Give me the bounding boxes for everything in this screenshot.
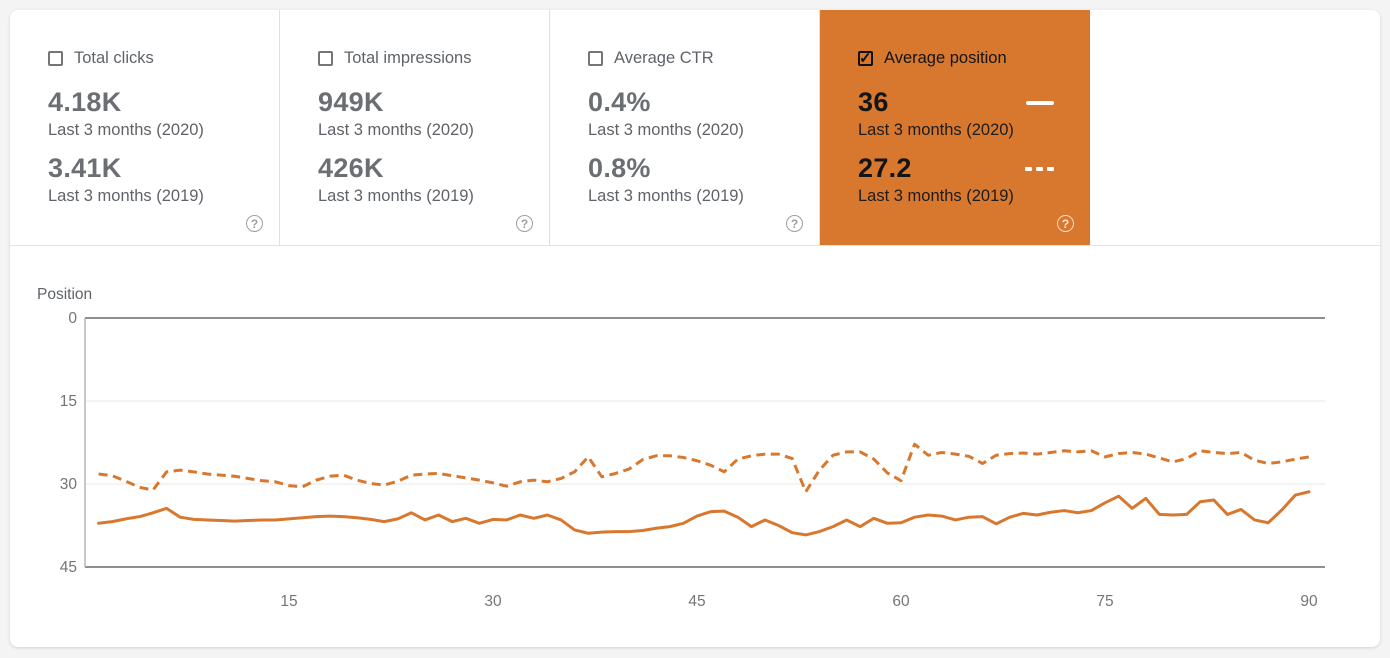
value-row-2020: 4.18K	[48, 87, 279, 118]
average-ctr-checkbox[interactable]	[588, 51, 603, 66]
checkbox-row: Total clicks	[48, 49, 279, 68]
metric-period-2019: Last 3 months (2019)	[318, 187, 474, 205]
metric-card-average-ctr[interactable]: Average CTR 0.4% Last 3 months (2020) 0.…	[550, 10, 820, 245]
metric-card-average-position[interactable]: ✓ Average position 36 Last 3 months (202…	[820, 10, 1090, 245]
metric-card-total-clicks[interactable]: Total clicks 4.18K Last 3 months (2020) …	[10, 10, 280, 245]
metrics-row: Total clicks 4.18K Last 3 months (2020) …	[10, 10, 1380, 246]
help-icon[interactable]: ?	[786, 215, 803, 232]
help-icon[interactable]: ?	[246, 215, 263, 232]
legend-2020-solid-line	[1026, 100, 1054, 105]
metric-label: Average position	[884, 49, 1007, 67]
legend-2019-dashed-line	[1025, 166, 1054, 171]
checkmark-icon: ✓	[859, 50, 872, 67]
metric-period-2020: Last 3 months (2020)	[588, 121, 744, 139]
average-position-checkbox[interactable]: ✓	[858, 50, 873, 67]
checkbox-row: Total impressions	[318, 49, 549, 68]
help-icon[interactable]: ?	[1057, 215, 1074, 232]
metric-period-2019: Last 3 months (2019)	[588, 187, 744, 205]
metric-period-2020: Last 3 months (2020)	[318, 121, 474, 139]
total-clicks-checkbox[interactable]	[48, 51, 63, 66]
value-row-2019: 0.8%	[588, 153, 819, 184]
value-row-2020: 0.4%	[588, 87, 819, 118]
value-row-2020: 36	[858, 87, 1090, 118]
total-impressions-checkbox[interactable]	[318, 51, 333, 66]
metric-value-2019: 27.2	[858, 153, 912, 183]
chart-area[interactable]	[10, 246, 1380, 646]
metric-value-2020: 0.4%	[588, 87, 651, 117]
metric-period-2020: Last 3 months (2020)	[48, 121, 204, 139]
metric-label: Average CTR	[614, 49, 714, 67]
checkbox-row: ✓ Average position	[858, 49, 1090, 68]
value-row-2020: 949K	[318, 87, 549, 118]
metric-period-2020: Last 3 months (2020)	[858, 121, 1014, 139]
value-row-2019: 27.2	[858, 153, 1090, 184]
metrics-row-filler	[1090, 10, 1380, 245]
metric-value-2020: 4.18K	[48, 87, 122, 117]
checkbox-row: Average CTR	[588, 49, 819, 68]
metric-value-2019: 426K	[318, 153, 384, 183]
metric-period-2019: Last 3 months (2019)	[858, 187, 1014, 205]
metric-value-2019: 3.41K	[48, 153, 122, 183]
value-row-2019: 426K	[318, 153, 549, 184]
metric-value-2020: 36	[858, 87, 889, 117]
metric-label: Total impressions	[344, 49, 472, 67]
metric-value-2019: 0.8%	[588, 153, 651, 183]
metric-value-2020: 949K	[318, 87, 384, 117]
help-icon[interactable]: ?	[516, 215, 533, 232]
metric-card-total-impressions[interactable]: Total impressions 949K Last 3 months (20…	[280, 10, 550, 245]
value-row-2019: 3.41K	[48, 153, 279, 184]
performance-report-card: Total clicks 4.18K Last 3 months (2020) …	[10, 10, 1380, 647]
metric-label: Total clicks	[74, 49, 154, 67]
metric-period-2019: Last 3 months (2019)	[48, 187, 204, 205]
